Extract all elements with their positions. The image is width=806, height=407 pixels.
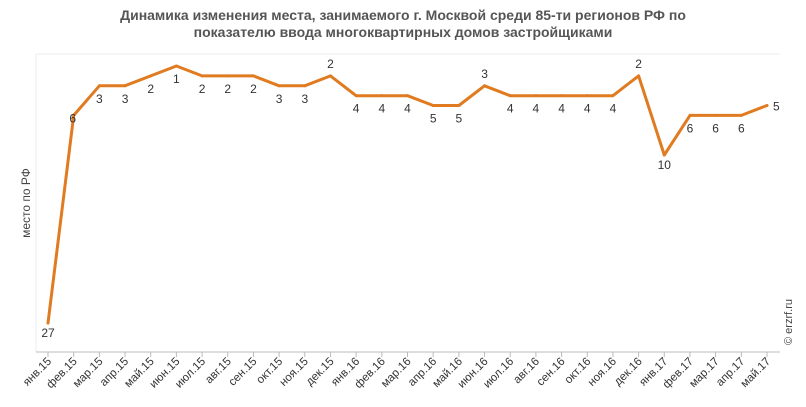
data-point: [611, 94, 615, 98]
data-label: 4: [378, 102, 385, 116]
data-point: [739, 113, 743, 117]
x-tick-label: сен.15: [227, 356, 260, 389]
data-point: [97, 84, 101, 88]
data-label: 2: [635, 57, 642, 71]
data-label: 3: [481, 67, 488, 81]
data-label: 4: [533, 102, 540, 116]
data-point: [585, 94, 589, 98]
chart-title-line-1: Динамика изменения места, занимаемого г.…: [120, 7, 686, 23]
data-label: 6: [69, 111, 76, 125]
data-label: 10: [658, 158, 672, 172]
data-point: [483, 84, 487, 88]
data-point: [251, 74, 255, 78]
data-point: [174, 64, 178, 68]
data-label: 4: [507, 102, 514, 116]
data-label: 2: [199, 82, 206, 96]
data-label: 4: [610, 102, 617, 116]
x-tick-label: ноя.15: [278, 356, 311, 389]
x-tick-label: ноя.16: [586, 356, 619, 389]
data-label: 4: [558, 102, 565, 116]
data-point: [277, 84, 281, 88]
data-label: 2: [224, 82, 231, 96]
data-point: [637, 74, 641, 78]
data-point: [123, 84, 127, 88]
data-label: 6: [712, 121, 719, 135]
data-label: 2: [147, 82, 154, 96]
data-point: [46, 321, 50, 325]
data-point: [714, 113, 718, 117]
data-label: 3: [122, 92, 129, 106]
data-point: [560, 94, 564, 98]
x-axis-ticks: [47, 352, 768, 357]
data-label: 2: [327, 57, 334, 71]
data-label: 3: [96, 92, 103, 106]
data-point: [765, 104, 769, 108]
data-point: [200, 74, 204, 78]
data-point: [406, 94, 409, 98]
data-label: 1: [173, 72, 180, 86]
data-label: 6: [687, 121, 694, 135]
data-points: [46, 64, 769, 325]
data-label: 4: [404, 102, 411, 116]
data-label: 27: [41, 326, 55, 340]
data-point: [380, 94, 384, 98]
data-point: [328, 74, 332, 78]
data-label: 4: [584, 102, 591, 116]
x-axis-tick-labels: янв.15фев.15мар.15апр.15май.15июн.15июл.…: [21, 356, 773, 391]
data-point: [354, 94, 358, 98]
data-label: 3: [276, 92, 283, 106]
plot-frame: [35, 53, 780, 353]
data-point: [457, 104, 461, 108]
data-label: 5: [773, 100, 780, 114]
data-point: [534, 94, 538, 98]
x-tick-label: сен.16: [535, 356, 568, 389]
y-axis-label: место по РФ: [19, 168, 33, 238]
chart-title: Динамика изменения места, занимаемого г.…: [120, 7, 686, 40]
data-point: [72, 113, 76, 117]
data-point: [149, 74, 153, 78]
data-labels: 27 6 3 3 2 1 2 2 2 3 3 2 4 4 4 5 5 3 4 4 4 4 4 2 10 6 6 6 5: [41, 57, 780, 340]
chart-title-line-2: показателю ввода многоквартирных домов з…: [194, 24, 613, 40]
data-label: 5: [430, 112, 437, 126]
data-point: [226, 74, 230, 78]
data-label: 6: [738, 121, 745, 135]
data-label: 4: [353, 102, 360, 116]
data-label: 2: [250, 82, 257, 96]
data-label: 3: [301, 92, 308, 106]
data-label: 5: [456, 112, 463, 126]
data-point: [662, 153, 666, 157]
data-point: [688, 113, 692, 117]
data-point: [303, 84, 307, 88]
data-point: [508, 94, 512, 98]
watermark: © erzrf.ru: [783, 299, 795, 345]
data-point: [431, 104, 435, 108]
